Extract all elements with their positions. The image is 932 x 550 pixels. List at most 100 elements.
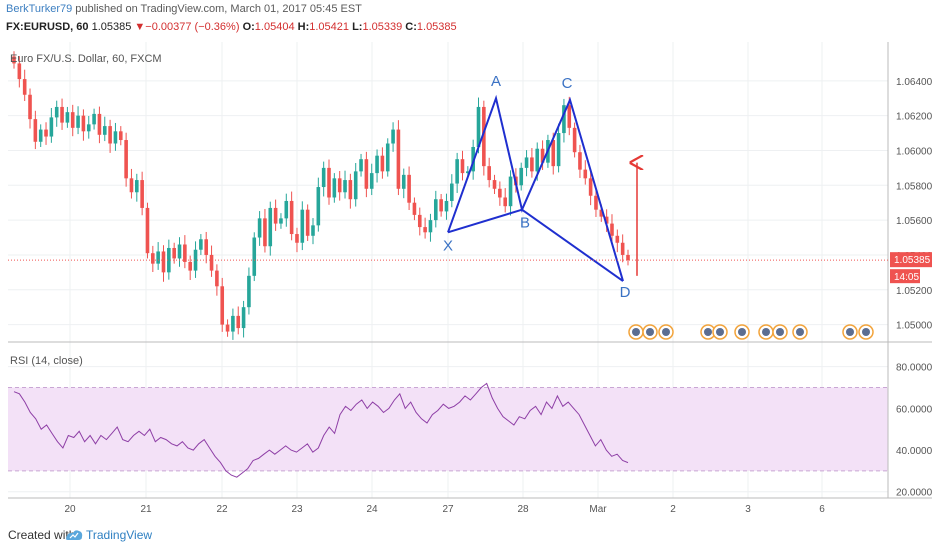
candle: [209, 245, 214, 277]
candle: [369, 163, 374, 196]
last-price-tag: [890, 252, 932, 268]
economic-event-icon: [772, 324, 788, 340]
chart-header: BerkTurker79 published on TradingView.co…: [0, 0, 932, 46]
candle-body: [305, 209, 310, 236]
candle-body: [92, 113, 96, 125]
candle: [172, 242, 176, 264]
candle-body: [610, 223, 614, 236]
candle: [375, 149, 379, 183]
xabcd-pattern: X A B C D: [443, 73, 637, 301]
candle: [28, 88, 32, 129]
event-dot: [862, 328, 870, 336]
candle: [81, 109, 86, 141]
y-tick-label: 1.05600: [896, 216, 932, 227]
last-price-tag-label: 1.05385: [894, 255, 931, 266]
candle-body: [626, 254, 630, 261]
candle-body: [220, 286, 225, 325]
tradingview-logo-icon: [66, 530, 83, 540]
candle-body: [188, 261, 192, 271]
candle-body: [118, 131, 123, 141]
candle: [60, 98, 64, 130]
open-label: O:: [242, 21, 255, 33]
candle-body: [151, 253, 155, 264]
candle-body: [332, 178, 337, 198]
candle-body: [353, 171, 358, 200]
candle-body: [450, 183, 454, 201]
candle-body: [551, 140, 556, 167]
high-label: H:: [297, 21, 310, 33]
event-dot: [796, 328, 804, 336]
candle: [257, 211, 262, 246]
rsi-polyline: [13, 382, 629, 478]
candle: [97, 106, 102, 144]
rsi-tick-label: 20.0000: [896, 488, 932, 499]
candle-body: [359, 159, 363, 172]
candle-body: [289, 200, 294, 235]
candle: [289, 191, 294, 241]
candle: [135, 173, 139, 202]
candle-body: [433, 199, 438, 221]
candle-body: [209, 254, 214, 271]
author-link[interactable]: BerkTurker79: [6, 3, 73, 15]
candle: [337, 171, 342, 201]
x-tick-label: 21: [140, 504, 152, 515]
candle-body: [129, 178, 134, 193]
candle-body: [583, 169, 588, 179]
low-value: 1.05339: [362, 21, 403, 33]
candle-body: [65, 112, 70, 123]
candle: [332, 173, 337, 203]
candle: [610, 214, 614, 243]
candle-body: [380, 155, 385, 172]
candle-body: [167, 247, 171, 273]
candle-body: [268, 207, 273, 247]
candle: [231, 308, 235, 340]
candle: [268, 201, 273, 256]
candle-body: [60, 106, 64, 123]
y-tick-label: 1.06200: [896, 112, 932, 123]
candle: [343, 170, 347, 199]
candle-body: [348, 180, 353, 200]
published-text: published on TradingView.com, March 01, …: [75, 3, 362, 15]
tradingview-brand-link[interactable]: TradingView: [86, 528, 153, 542]
candle: [433, 190, 438, 228]
created-with-text: Created with: [8, 528, 76, 542]
rsi-line: [13, 382, 629, 478]
candle-body: [252, 237, 257, 276]
candle: [348, 173, 353, 209]
candle: [76, 106, 80, 135]
candle-body: [54, 106, 59, 118]
event-dot: [776, 328, 784, 336]
economic-event-icon: [712, 324, 728, 340]
candle-body: [476, 106, 481, 147]
footer: Created with TradingView: [0, 522, 932, 550]
candle: [241, 300, 246, 338]
y-tick-label: 1.05000: [896, 321, 932, 332]
candle-body: [455, 159, 459, 184]
candle-body: [86, 124, 91, 132]
candle-body: [337, 178, 342, 193]
pattern-legs: [447, 94, 624, 282]
candle-body: [236, 315, 241, 329]
candle-body: [417, 214, 422, 228]
candle-body: [156, 251, 160, 264]
candle-body: [343, 180, 347, 193]
candle-body: [407, 174, 411, 203]
candle-body: [183, 244, 187, 262]
candle: [225, 319, 230, 337]
candle-body: [215, 270, 219, 287]
event-dot: [716, 328, 724, 336]
candle: [444, 193, 449, 220]
candle-body: [503, 197, 507, 207]
candle-body: [300, 209, 305, 243]
candle-body: [540, 148, 545, 163]
candle: [498, 181, 502, 206]
candle-body: [508, 176, 513, 207]
candle-body: [572, 127, 577, 153]
candle: [380, 147, 385, 179]
candle: [487, 157, 491, 188]
economic-event-icon: [858, 324, 874, 340]
economic-event-icon: [842, 324, 858, 340]
candle-body: [97, 113, 102, 135]
candle-body: [177, 244, 182, 259]
